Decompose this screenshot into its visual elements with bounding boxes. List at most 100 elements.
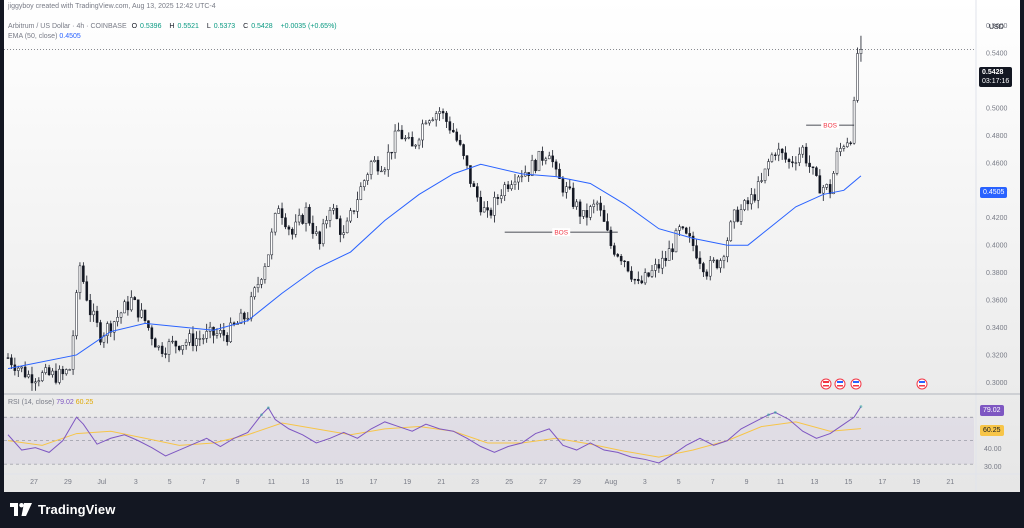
candle-down xyxy=(561,178,565,193)
candle-up xyxy=(102,335,106,343)
candle-down xyxy=(688,233,691,237)
candle-up xyxy=(842,146,846,149)
ohlc-low-label: L xyxy=(206,23,211,30)
candle-up xyxy=(414,144,417,147)
candle-up xyxy=(770,154,774,162)
candle-down xyxy=(164,353,167,355)
rsi-overbought-marker xyxy=(773,411,777,414)
time-tick-label: 17 xyxy=(878,479,886,486)
candle-up xyxy=(537,150,541,172)
candle-down xyxy=(287,226,291,230)
tradingview-logo-icon xyxy=(10,503,32,516)
candle-up xyxy=(229,322,232,343)
rsi-legend[interactable]: RSI (14, close) 79.02 60.25 xyxy=(8,399,93,406)
candle-down xyxy=(376,159,380,172)
time-tick-label: 7 xyxy=(202,479,206,486)
candle-down xyxy=(441,111,445,114)
time-tick-label: 13 xyxy=(811,479,819,486)
candle-up xyxy=(92,310,95,316)
price-tick-label: 0.5000 xyxy=(986,105,1008,112)
candle-down xyxy=(804,146,808,164)
candle-up xyxy=(342,232,345,235)
candle-down xyxy=(465,155,469,166)
candle-down xyxy=(698,257,702,264)
candle-up xyxy=(743,200,746,210)
candle-down xyxy=(558,168,561,179)
candle-up xyxy=(589,206,592,218)
candle-up xyxy=(321,223,325,245)
candle-down xyxy=(691,235,695,246)
candle-up xyxy=(294,221,298,235)
candle-up xyxy=(726,240,729,258)
candle-down xyxy=(585,210,589,218)
ema-legend[interactable]: EMA (50, close) 0.4505 xyxy=(8,33,81,40)
candle-down xyxy=(684,227,688,234)
chart-frame: 0.56000.54000.52000.50000.48000.46000.44… xyxy=(4,0,1020,492)
candle-down xyxy=(640,280,644,284)
candle-up xyxy=(835,151,839,174)
candle-up xyxy=(205,331,208,339)
rsi-line xyxy=(7,406,862,464)
candle-up xyxy=(654,264,657,271)
candle-down xyxy=(657,264,661,269)
candle-up xyxy=(366,174,369,181)
candle-up xyxy=(712,259,715,262)
rsi-legend-value: 79.02 xyxy=(56,399,74,406)
candle-up xyxy=(510,184,513,190)
candle-down xyxy=(400,129,404,140)
event-flag-stripe xyxy=(919,381,925,383)
symbol-title[interactable]: Arbitrum / US Dollar · 4h · COINBASE xyxy=(8,23,127,30)
candle-down xyxy=(335,208,339,219)
candle-up xyxy=(362,180,366,187)
candle-down xyxy=(174,340,178,347)
candle-up xyxy=(708,260,712,277)
candle-up xyxy=(393,130,397,153)
bos-label-bg xyxy=(552,228,571,237)
candle-down xyxy=(338,218,342,235)
candle-up xyxy=(75,292,78,337)
price-tick-label: 0.4600 xyxy=(986,160,1008,167)
candle-down xyxy=(715,259,719,269)
candle-down xyxy=(623,260,626,263)
candle-up xyxy=(397,129,400,132)
bos-label: BOS xyxy=(823,123,837,130)
candle-up xyxy=(208,326,212,332)
candle-up xyxy=(722,256,726,261)
candle-up xyxy=(678,226,681,231)
currency-label[interactable]: USD xyxy=(989,24,1004,31)
ohlc-high-label: H xyxy=(169,23,175,30)
chart-canvas[interactable]: 0.56000.54000.52000.50000.48000.46000.44… xyxy=(4,0,1020,492)
candle-up xyxy=(260,279,263,285)
candle-down xyxy=(780,148,784,154)
time-tick-label: 27 xyxy=(30,479,38,486)
candle-down xyxy=(808,162,811,168)
candle-up xyxy=(503,184,506,196)
candle-down xyxy=(291,228,294,235)
candle-down xyxy=(633,279,637,281)
candle-down xyxy=(462,144,465,156)
current-price-value: 0.5428 xyxy=(982,69,1004,76)
candle-up xyxy=(171,340,174,343)
tradingview-logo[interactable]: TradingView xyxy=(10,502,115,517)
time-tick-label: 19 xyxy=(912,479,920,486)
time-tick-label: 23 xyxy=(471,479,479,486)
rsi-overbought-marker xyxy=(266,406,270,410)
candle-down xyxy=(61,368,65,375)
candle-up xyxy=(794,162,798,164)
chart-background xyxy=(4,0,1020,492)
event-flag-icon xyxy=(850,378,862,390)
price-tick-label: 0.3600 xyxy=(986,298,1008,305)
candle-up xyxy=(732,209,736,223)
candle-up xyxy=(215,333,219,336)
candle-up xyxy=(660,257,664,269)
candle-up xyxy=(219,329,222,334)
candle-up xyxy=(201,338,205,340)
candle-down xyxy=(637,279,640,281)
candle-up xyxy=(27,374,30,378)
candle-down xyxy=(496,197,500,199)
candle-up xyxy=(37,380,41,383)
event-flag-icon xyxy=(916,378,928,390)
candle-down xyxy=(47,367,51,376)
ohlc-close-value: 0.5428 xyxy=(251,23,273,30)
candle-down xyxy=(705,271,709,277)
